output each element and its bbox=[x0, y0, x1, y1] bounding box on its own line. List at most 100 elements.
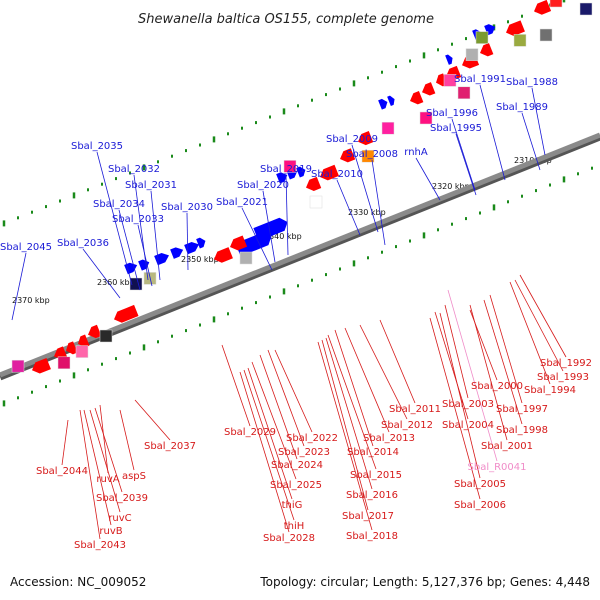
feature-box bbox=[465, 48, 479, 61]
label-leader-line bbox=[359, 324, 408, 420]
label-leader-line bbox=[83, 409, 112, 526]
label-leader-line bbox=[119, 409, 135, 471]
feature-box bbox=[99, 329, 113, 343]
label-leader-line bbox=[351, 144, 379, 233]
gene-label: Sbal_1997 bbox=[496, 404, 548, 415]
label-leader-line bbox=[82, 248, 121, 299]
label-leader-line bbox=[379, 319, 416, 404]
gene-label: Sbal_2025 bbox=[270, 480, 322, 491]
gene-label: Sbal_1995 bbox=[430, 123, 482, 134]
gene-label: Sbal_2014 bbox=[347, 447, 399, 458]
feature-box bbox=[57, 356, 71, 370]
gene-label: Sbal_2000 bbox=[471, 381, 523, 392]
scale-label: 2360 kbp bbox=[97, 278, 135, 287]
label-leader-line bbox=[415, 157, 441, 201]
gene-label: ruvC bbox=[108, 513, 131, 524]
forward-gene-arrow bbox=[445, 54, 453, 65]
gene-label: Sbal_1996 bbox=[426, 108, 478, 119]
feature-box bbox=[361, 149, 375, 163]
accession-text: Accession: NC_009052 bbox=[10, 575, 147, 589]
reverse-gene-arrow bbox=[358, 131, 374, 146]
scale-label: 2350 kbp bbox=[181, 255, 219, 264]
label-leader-line bbox=[274, 349, 313, 433]
feature-box bbox=[549, 0, 563, 8]
gene-label: Sbal_1988 bbox=[506, 77, 558, 88]
label-leader-line bbox=[489, 294, 523, 404]
gene-label: Sbal_2024 bbox=[271, 460, 323, 471]
gene-label: Sbal_2017 bbox=[342, 511, 394, 522]
label-leader-line bbox=[325, 337, 373, 490]
feature-box bbox=[283, 160, 297, 173]
reverse-gene-arrow bbox=[32, 357, 51, 374]
reverse-gene-arrow bbox=[422, 82, 436, 96]
feature-box bbox=[11, 359, 25, 373]
feature-box bbox=[309, 195, 323, 209]
gene-features bbox=[11, 0, 593, 374]
gene-label: ruvA bbox=[96, 474, 119, 485]
reverse-gene-arrow bbox=[340, 148, 356, 163]
label-leader-line bbox=[285, 174, 289, 256]
gene-label: Sbal_2006 bbox=[454, 500, 506, 511]
gene-label: Sbal_1992 bbox=[540, 358, 592, 369]
gene-label: rnhA bbox=[404, 147, 428, 158]
gene-label: Sbal_1993 bbox=[537, 372, 589, 383]
gene-label: Sbal_2005 bbox=[454, 479, 506, 490]
forward-gene-arrow bbox=[170, 247, 184, 259]
gene-label: Sbal_2010 bbox=[311, 169, 363, 180]
label-leader-line bbox=[221, 344, 251, 427]
label-leader-line bbox=[79, 409, 101, 540]
label-leader-line bbox=[447, 289, 498, 462]
label-leader-line bbox=[455, 133, 477, 196]
label-leader-line bbox=[444, 304, 469, 399]
label-leader-line bbox=[137, 224, 153, 287]
feature-box bbox=[579, 2, 593, 16]
reverse-gene-arrow bbox=[88, 324, 102, 339]
label-leader-line bbox=[483, 299, 523, 425]
label-leader-line bbox=[61, 419, 69, 466]
label-leader-line bbox=[317, 341, 373, 531]
forward-gene-arrow bbox=[276, 172, 288, 184]
gene-label: Sbal_2037 bbox=[144, 441, 196, 452]
gene-label: Sbal_2019 bbox=[260, 164, 312, 175]
gene-label: Sbal_2020 bbox=[237, 180, 289, 191]
gene-label: Sbal_2008 bbox=[346, 149, 398, 160]
label-leader-line bbox=[451, 118, 476, 191]
scale-label: 2370 kbp bbox=[12, 296, 50, 305]
gene-label: Sbal_R0041 bbox=[468, 462, 527, 473]
label-leader-line bbox=[521, 112, 541, 171]
gene-label: Sbal_2044 bbox=[36, 466, 88, 477]
label-leader-line bbox=[99, 404, 109, 474]
label-leader-line bbox=[262, 190, 276, 263]
forward-gene-arrow bbox=[154, 252, 169, 266]
gene-label: Sbal_2004 bbox=[442, 420, 494, 431]
gene-label: Sbal_2018 bbox=[346, 531, 398, 542]
label-leader-line bbox=[514, 279, 564, 372]
label-leader-line bbox=[150, 190, 161, 281]
gene-label: Sbal_2015 bbox=[350, 470, 402, 481]
label-leader-line bbox=[239, 371, 290, 533]
gene-label: Sbal_2023 bbox=[278, 447, 330, 458]
reverse-gene-arrow bbox=[480, 42, 494, 57]
reverse-gene-arrow bbox=[410, 90, 424, 105]
feature-box bbox=[381, 121, 395, 135]
scale-label: 2340 kbp bbox=[264, 232, 302, 241]
label-leader-line bbox=[251, 361, 297, 480]
scale-label: 2330 kbp bbox=[348, 208, 386, 217]
label-leader-line bbox=[11, 252, 27, 321]
label-leader-line bbox=[434, 311, 469, 420]
feature-box bbox=[419, 111, 433, 125]
label-leader-line bbox=[429, 317, 481, 500]
gene-label: Sbal_1994 bbox=[524, 385, 576, 396]
label-leader-line bbox=[327, 334, 377, 470]
reverse-gene-arrow bbox=[114, 304, 139, 323]
gene-label: Sbal_2003 bbox=[442, 399, 494, 410]
reverse-gene-arrow bbox=[230, 235, 248, 251]
gene-label: Sbal_2022 bbox=[286, 433, 338, 444]
label-leader-line bbox=[94, 407, 123, 493]
reverse-gene-arrow bbox=[534, 0, 552, 15]
label-leader-line bbox=[118, 209, 141, 291]
gene-label: Sbal_2036 bbox=[57, 238, 109, 249]
label-leader-line bbox=[243, 369, 295, 521]
label-leader-line bbox=[334, 329, 374, 447]
